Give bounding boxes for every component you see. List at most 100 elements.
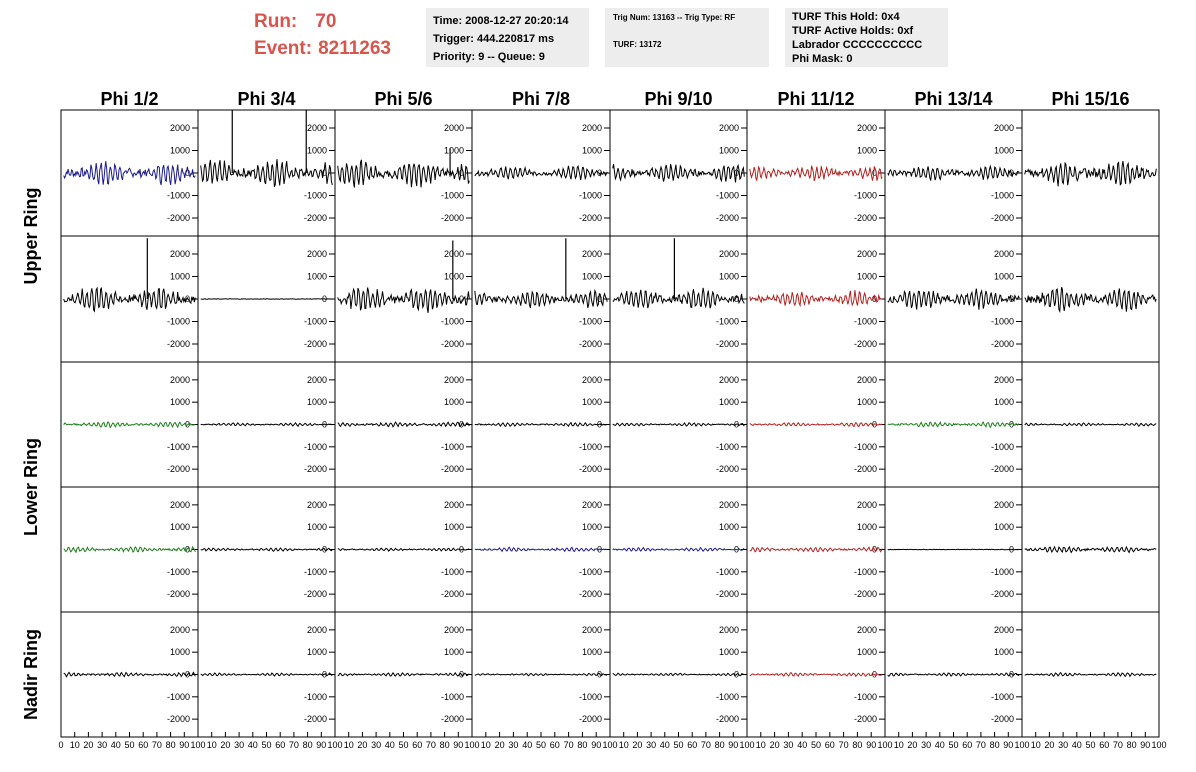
y-tick-label: -2000 xyxy=(991,464,1014,474)
y-tick-label: -2000 xyxy=(854,464,877,474)
x-tick-label: 80 xyxy=(990,740,1000,750)
y-tick-label: -1000 xyxy=(167,567,190,577)
y-tick-label: -1000 xyxy=(716,442,739,452)
x-tick-label: 80 xyxy=(577,740,587,750)
waveform-line xyxy=(749,672,883,677)
waveform-line xyxy=(887,420,1020,429)
y-tick-label: -1000 xyxy=(441,442,464,452)
event-value: 8211263 xyxy=(318,38,391,59)
y-tick-label: 2000 xyxy=(582,123,602,133)
waveform-line xyxy=(474,546,608,553)
x-tick-label: 100 xyxy=(464,740,479,750)
run-event-box: Run: 70 Event: 8211263 xyxy=(254,8,391,62)
y-tick-label: 0 xyxy=(185,168,190,178)
run-value: 70 xyxy=(315,11,337,32)
y-tick-label: -1000 xyxy=(854,567,877,577)
y-tick-label: 0 xyxy=(1009,420,1014,430)
y-tick-label: -2000 xyxy=(441,213,464,223)
turf-info-box: TURF This Hold: 0x4 TURF Active Holds: 0… xyxy=(785,8,948,67)
y-tick-label: -1000 xyxy=(716,191,739,201)
x-tick-label: 10 xyxy=(481,740,491,750)
x-tick-label: 70 xyxy=(152,740,162,750)
y-tick-label: 1000 xyxy=(857,647,877,657)
y-tick-label: 1000 xyxy=(170,272,190,282)
y-tick-label: 1000 xyxy=(170,146,190,156)
y-tick-label: -2000 xyxy=(991,714,1014,724)
x-tick-label: 20 xyxy=(495,740,505,750)
x-tick-label: 60 xyxy=(138,740,148,750)
y-tick-label: 2000 xyxy=(994,500,1014,510)
y-tick-label: 1000 xyxy=(719,397,739,407)
x-tick-label: 30 xyxy=(921,740,931,750)
x-tick-label: 50 xyxy=(811,740,821,750)
x-tick-label: 40 xyxy=(660,740,670,750)
y-tick-label: 2000 xyxy=(444,625,464,635)
turf-text: TURF: 13172 xyxy=(613,40,662,49)
y-tick-label: -2000 xyxy=(579,339,602,349)
y-tick-label: 1000 xyxy=(307,272,327,282)
y-tick-label: 0 xyxy=(322,168,327,178)
trigger-text: Trigger: 444.220817 ms xyxy=(433,33,555,45)
y-tick-label: 2000 xyxy=(170,625,190,635)
x-tick-label: 20 xyxy=(83,740,93,750)
y-tick-label: 0 xyxy=(459,168,464,178)
y-tick-label: 2000 xyxy=(719,123,739,133)
y-tick-label: -2000 xyxy=(167,339,190,349)
y-tick-label: 2000 xyxy=(719,500,739,510)
x-tick-label: 40 xyxy=(248,740,258,750)
x-tick-label: 90 xyxy=(591,740,601,750)
column-header-7: Phi 13/14 xyxy=(914,89,992,109)
x-tick-label: 80 xyxy=(852,740,862,750)
time-text: Time: 2008-12-27 20:20:14 xyxy=(433,15,569,27)
y-tick-label: 1000 xyxy=(170,647,190,657)
y-tick-label: 2000 xyxy=(582,249,602,259)
y-tick-label: -1000 xyxy=(579,191,602,201)
y-tick-label: -1000 xyxy=(991,317,1014,327)
x-tick-label: 20 xyxy=(770,740,780,750)
column-header-8: Phi 15/16 xyxy=(1051,89,1129,109)
y-tick-label: -1000 xyxy=(304,442,327,452)
y-tick-label: -2000 xyxy=(441,589,464,599)
y-tick-label: 1000 xyxy=(857,397,877,407)
x-tick-label: 50 xyxy=(398,740,408,750)
trig-info-box: Trig Num: 13163 -- Trig Type: RF TURF: 1… xyxy=(605,8,769,67)
y-tick-label: -2000 xyxy=(716,589,739,599)
y-tick-label: -1000 xyxy=(991,191,1014,201)
waveform-line xyxy=(749,421,883,428)
y-tick-label: 1000 xyxy=(719,522,739,532)
y-tick-label: 2000 xyxy=(719,249,739,259)
y-tick-label: 0 xyxy=(872,168,877,178)
waveform-line xyxy=(612,287,745,309)
y-tick-label: -2000 xyxy=(304,339,327,349)
x-tick-label: 90 xyxy=(866,740,876,750)
y-tick-label: 1000 xyxy=(582,397,602,407)
y-tick-label: 2000 xyxy=(307,375,327,385)
x-tick-label: 60 xyxy=(275,740,285,750)
waveform-line xyxy=(1024,287,1157,314)
x-tick-label: 30 xyxy=(371,740,381,750)
x-tick-label: 0 xyxy=(58,740,63,750)
y-tick-label: -1000 xyxy=(167,317,190,327)
waveform-line xyxy=(612,163,745,183)
y-tick-label: 1000 xyxy=(444,647,464,657)
x-tick-label: 40 xyxy=(1072,740,1082,750)
x-tick-label: 10 xyxy=(619,740,629,750)
ring-label-3: Nadir Ring xyxy=(21,629,41,720)
y-tick-label: -2000 xyxy=(854,714,877,724)
waveform-line xyxy=(200,159,333,187)
y-tick-label: 1000 xyxy=(994,272,1014,282)
y-tick-label: 2000 xyxy=(307,500,327,510)
waveform-line xyxy=(474,421,608,428)
x-tick-label: 20 xyxy=(357,740,367,750)
y-tick-label: 0 xyxy=(185,545,190,555)
y-tick-label: 1000 xyxy=(719,647,739,657)
x-tick-label: 20 xyxy=(907,740,917,750)
x-tick-label: 30 xyxy=(646,740,656,750)
y-tick-label: -2000 xyxy=(167,213,190,223)
trig-num-text: Trig Num: 13163 -- Trig Type: RF xyxy=(613,13,736,22)
y-tick-label: -2000 xyxy=(441,464,464,474)
y-tick-label: 1000 xyxy=(994,146,1014,156)
x-tick-label: 50 xyxy=(536,740,546,750)
waveform-line xyxy=(887,672,1020,677)
x-tick-label: 100 xyxy=(877,740,892,750)
